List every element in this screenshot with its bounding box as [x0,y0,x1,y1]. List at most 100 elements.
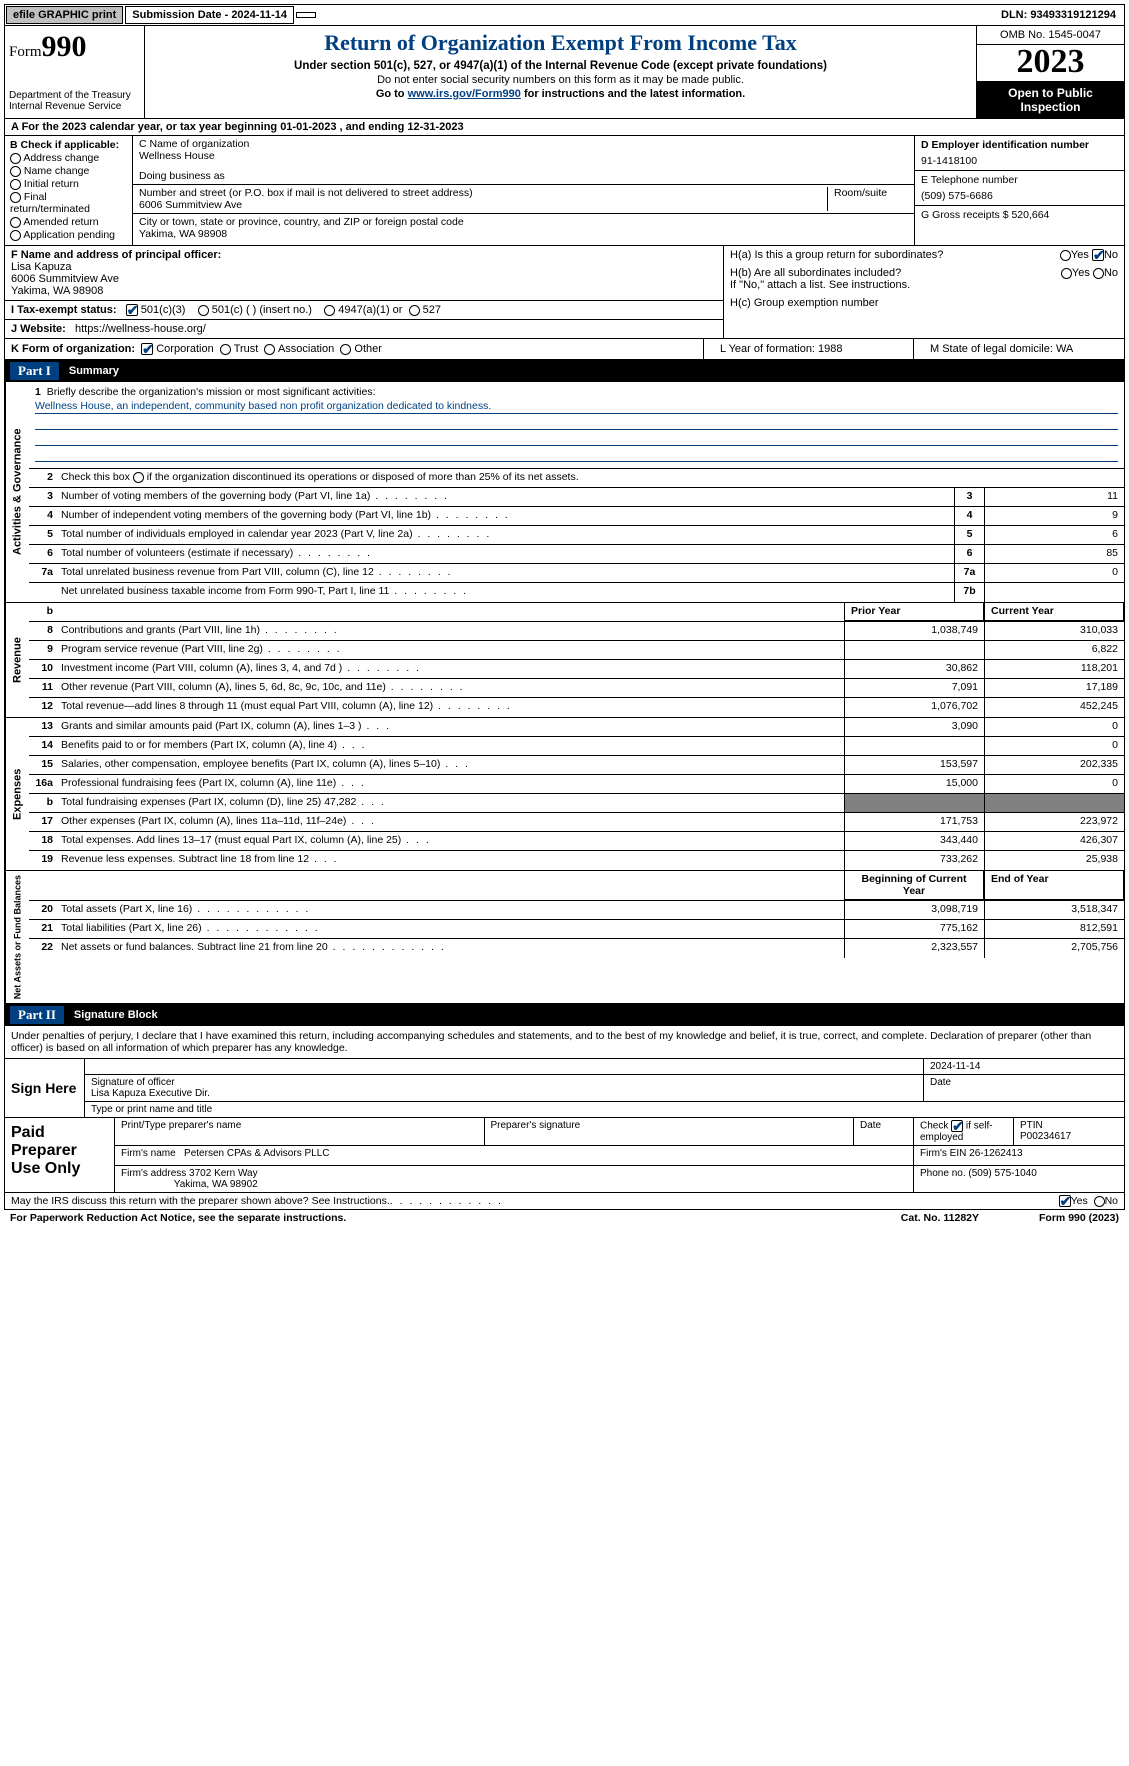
col-prior: Prior Year [844,603,984,621]
form-subtitle-1: Under section 501(c), 527, or 4947(a)(1)… [151,60,970,72]
ptin: P00234617 [1020,1131,1071,1142]
cb-527[interactable] [409,305,420,316]
section-bcd: B Check if applicable: Address change Na… [4,136,1125,246]
opt-501c3: 501(c)(3) [141,304,186,316]
opt-4947: 4947(a)(1) or [338,304,402,316]
firm-name: Petersen CPAs & Advisors PLLC [184,1148,329,1159]
data-row: 15Salaries, other compensation, employee… [29,756,1124,775]
row-a-tax-year: A For the 2023 calendar year, or tax yea… [4,119,1125,136]
hc-label: H(c) Group exemption number [724,294,1124,312]
part1-bar: Part I Summary [4,360,1125,382]
data-row: 20Total assets (Part X, line 16)3,098,71… [29,901,1124,920]
discuss-no-cb[interactable] [1094,1196,1105,1207]
footer-row: For Paperwork Reduction Act Notice, see … [4,1210,1125,1226]
hb-no[interactable] [1093,268,1104,279]
discuss-yes-cb[interactable] [1059,1195,1071,1207]
cb-other[interactable] [340,344,351,355]
data-row: 22Net assets or fund balances. Subtract … [29,939,1124,958]
efile-print-button[interactable]: efile GRAPHIC print [6,6,123,24]
cb-501c3[interactable] [126,304,138,316]
street: 6006 Summitview Ave [139,199,821,211]
goto-pre: Go to [376,88,408,100]
cb-corp[interactable] [141,343,153,355]
part2-title: Signature Block [74,1009,158,1021]
data-row: 10Investment income (Part VIII, column (… [29,660,1124,679]
sig-date-label: Date [924,1075,1124,1101]
gov-row: 3Number of voting members of the governi… [29,488,1124,507]
opt-assoc: Association [278,343,334,355]
firm-addr-label: Firm's address [121,1168,186,1179]
opt-trust: Trust [234,343,259,355]
box-deg: D Employer identification number 91-1418… [914,136,1124,245]
prep-sig-label: Preparer's signature [485,1118,855,1145]
sig-type-label: Type or print name and title [85,1102,1124,1117]
data-row: 14Benefits paid to or for members (Part … [29,737,1124,756]
col-end: End of Year [984,871,1124,900]
part1-title: Summary [69,365,119,377]
irs-link[interactable]: www.irs.gov/Form990 [408,88,521,100]
row-klm: K Form of organization: Corporation Trus… [4,339,1125,360]
data-row: bTotal fundraising expenses (Part IX, co… [29,794,1124,813]
phone: (509) 575-6686 [921,190,1118,202]
ha-yes[interactable] [1060,250,1071,261]
data-row: 16aProfessional fundraising fees (Part I… [29,775,1124,794]
section-governance: Activities & Governance 1 Briefly descri… [4,382,1125,603]
org-name: Wellness House [139,150,908,162]
firm-addr1: 3702 Kern Way [189,1168,258,1179]
cb-assoc[interactable] [264,344,275,355]
col-begin: Beginning of Current Year [844,871,984,900]
officer-label: F Name and address of principal officer: [11,249,221,261]
sig-officer-name: Lisa Kapuza Executive Dir. [91,1088,210,1099]
section-revenue: Revenue b Prior Year Current Year 8Contr… [4,603,1125,718]
ptin-label: PTIN [1020,1120,1043,1131]
submission-date: Submission Date - 2024-11-14 [125,6,294,24]
sign-date-val: 2024-11-14 [930,1061,980,1072]
opt-corp: Corporation [156,343,213,355]
prep-date-label: Date [854,1118,914,1145]
opt-527: 527 [423,304,441,316]
data-row: 21Total liabilities (Part X, line 26)775… [29,920,1124,939]
part1-label: Part I [10,362,59,380]
gov-row: 7aTotal unrelated business revenue from … [29,564,1124,583]
cb-self-employed[interactable] [951,1120,963,1132]
ha-no[interactable] [1092,249,1104,261]
cb-name: Name change [24,165,89,177]
cb-pending: Application pending [23,229,115,241]
form-word: Form [9,44,42,60]
perjury-text: Under penalties of perjury, I declare th… [4,1026,1125,1059]
gov-row: 5Total number of individuals employed in… [29,526,1124,545]
officer-addr1: 6006 Summitview Ave [11,273,119,285]
box-b-label: B Check if applicable: [10,139,119,151]
pra-notice: For Paperwork Reduction Act Notice, see … [10,1212,346,1224]
sig-officer-label: Signature of officer [91,1077,175,1088]
vlabel-gov: Activities & Governance [5,382,29,602]
cb-initial: Initial return [24,178,79,190]
phone-label: E Telephone number [921,174,1118,186]
ha-label: H(a) Is this a group return for subordin… [730,249,943,261]
vlabel-rev: Revenue [5,603,29,717]
cb-4947[interactable] [324,305,335,316]
hb-label: H(b) Are all subordinates included? [730,267,901,279]
section-netassets: Net Assets or Fund Balances Beginning of… [4,871,1125,1004]
row-j-label: J Website: [11,323,66,335]
cb-501c[interactable] [198,305,209,316]
sign-here-label: Sign Here [5,1059,85,1117]
data-row: 17Other expenses (Part IX, column (A), l… [29,813,1124,832]
data-row: 19Revenue less expenses. Subtract line 1… [29,851,1124,870]
firm-ein: 26-1262413 [969,1148,1022,1159]
row-i-label: I Tax-exempt status: [11,304,117,316]
part2-label: Part II [10,1006,64,1024]
top-bar: efile GRAPHIC print Submission Date - 20… [4,4,1125,26]
paid-label: Paid Preparer Use Only [5,1118,115,1192]
data-row: 11Other revenue (Part VIII, column (A), … [29,679,1124,698]
officer-name: Lisa Kapuza [11,261,72,273]
row-m: M State of legal domicile: WA [924,339,1124,359]
hb-yes[interactable] [1061,268,1072,279]
cat-no: Cat. No. 11282Y [901,1212,979,1224]
cb-discontinued[interactable] [133,472,144,483]
cb-trust[interactable] [220,344,231,355]
hb-note: If "No," attach a list. See instructions… [730,279,910,291]
firm-phone: (509) 575-1040 [968,1168,1036,1179]
part2-bar: Part II Signature Block [4,1004,1125,1026]
line1-label: Briefly describe the organization's miss… [47,386,376,398]
